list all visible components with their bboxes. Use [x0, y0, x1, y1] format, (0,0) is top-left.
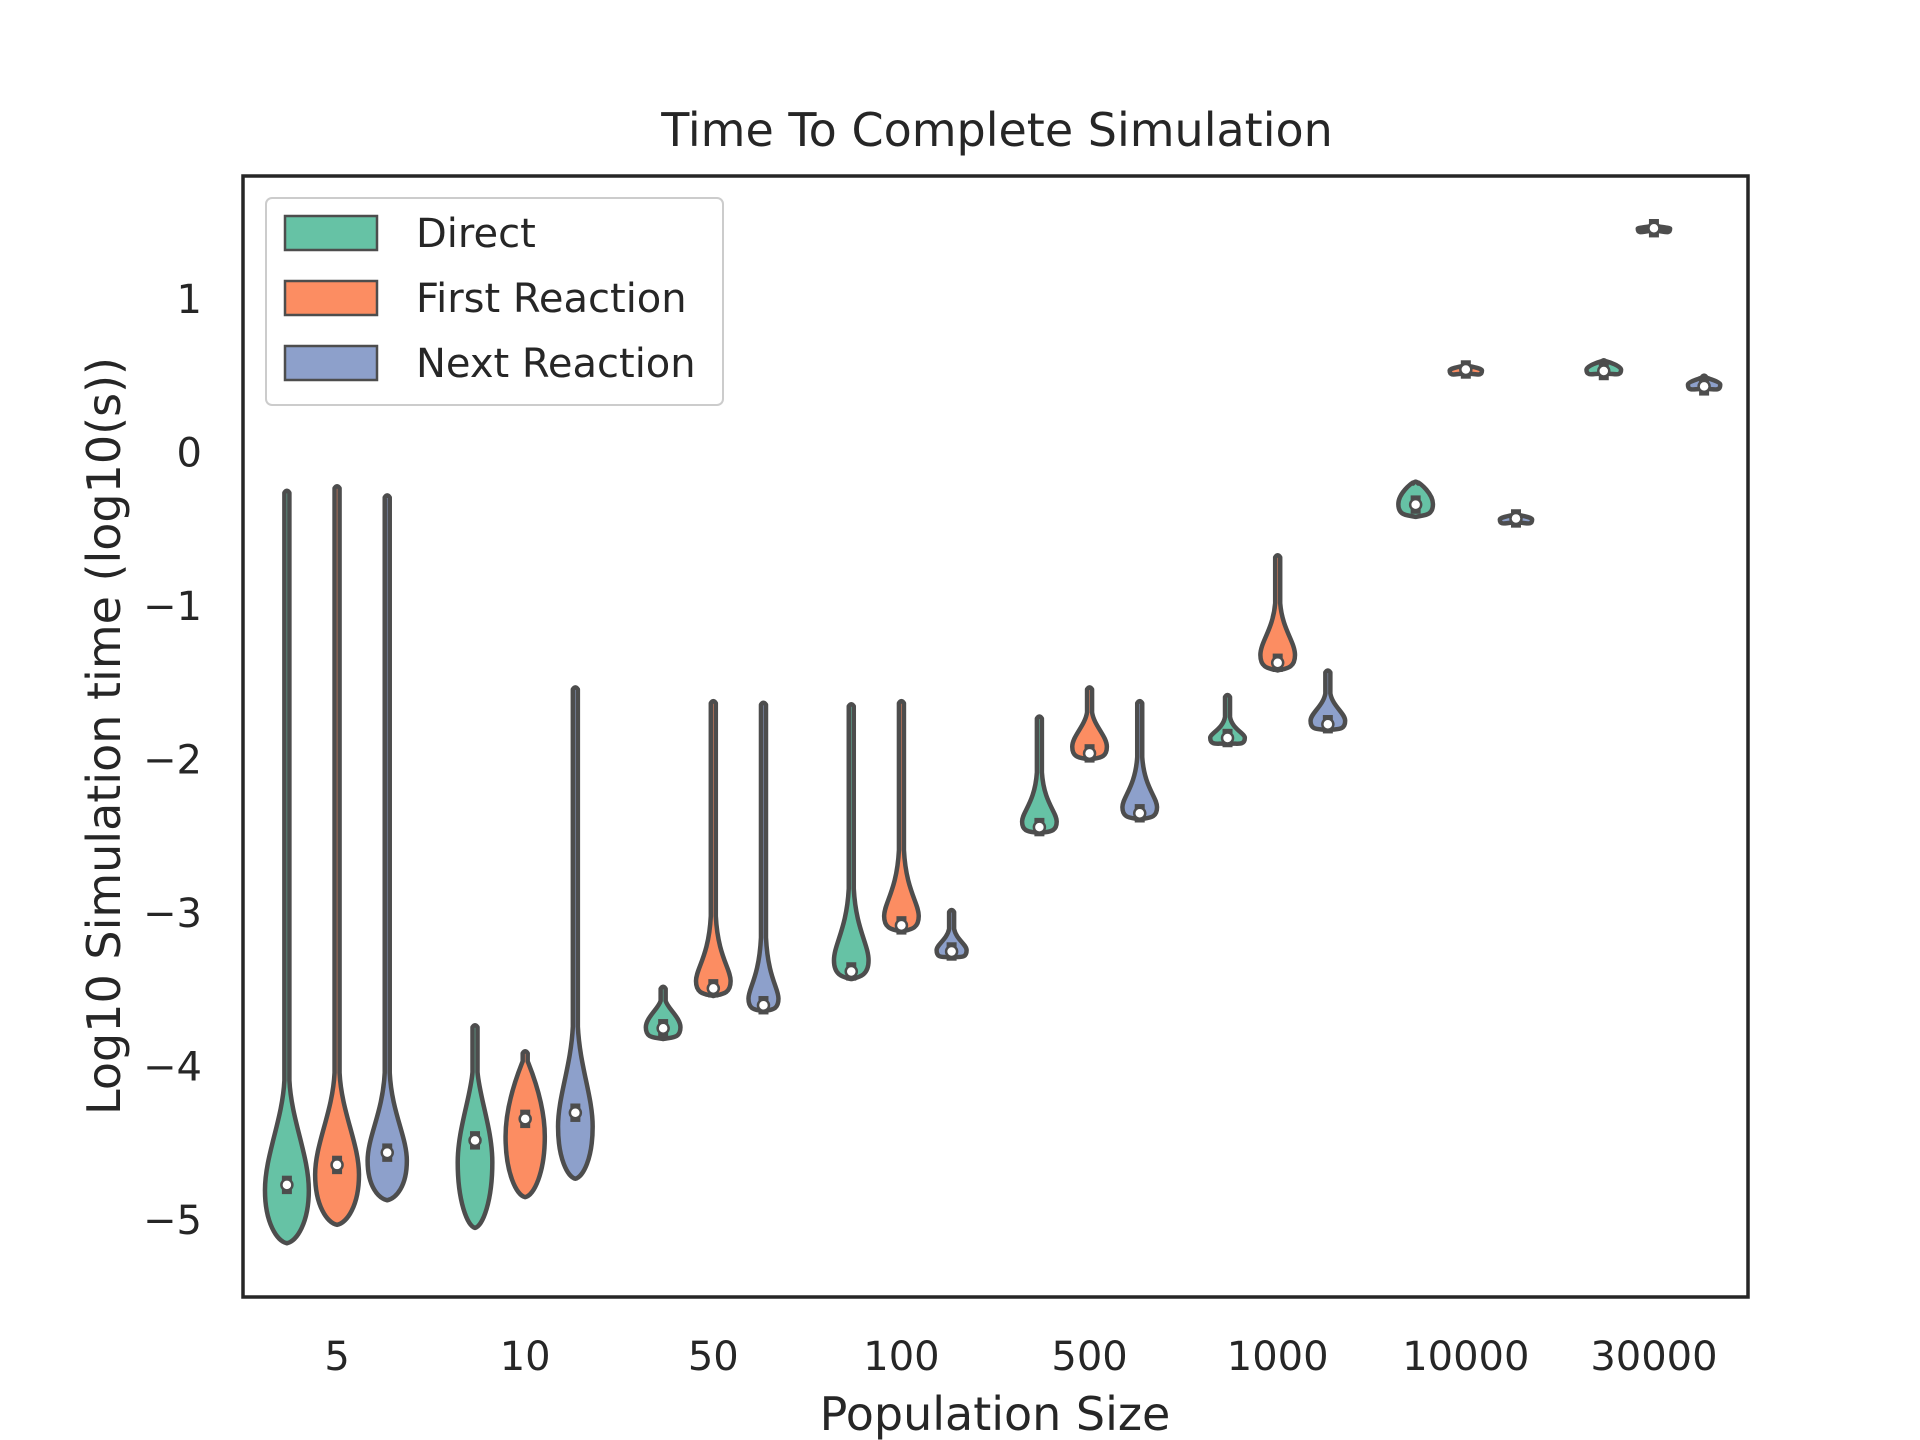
x-tick-label: 50	[688, 1334, 739, 1380]
violin-next-reaction-5	[365, 493, 410, 1203]
median-point	[1032, 820, 1047, 834]
legend-box	[265, 197, 724, 406]
median-point	[1132, 806, 1147, 821]
median-point	[1597, 364, 1611, 378]
y-tick-label: −5	[143, 1198, 202, 1244]
y-tick-label: −1	[143, 584, 202, 630]
violin-first-reaction-50	[693, 698, 733, 999]
violin-first-reaction-5	[312, 483, 362, 1228]
x-tick-label: 10	[500, 1334, 551, 1380]
y-tick-label: −4	[143, 1045, 202, 1091]
series-direct	[262, 358, 1624, 1246]
median-point	[330, 1158, 344, 1172]
legend-label: First Reaction	[416, 276, 687, 322]
median-point	[518, 1112, 532, 1126]
x-axis: 5 10 50 100 500 1000 10000 30000	[324, 1334, 1717, 1380]
plot-frame	[241, 174, 1750, 1299]
violin-first-reaction-100	[881, 698, 921, 934]
legend-label: Direct	[416, 211, 536, 257]
median-point	[1082, 746, 1097, 761]
median-point	[280, 1178, 294, 1192]
median-point	[894, 918, 909, 933]
legend-label: Next Reaction	[416, 341, 696, 387]
y-axis: −5 −4 −3 −2 −1 0 1	[143, 277, 202, 1244]
violin-direct-500	[1019, 714, 1059, 836]
x-tick-label: 500	[1051, 1334, 1127, 1380]
legend-swatch	[283, 344, 379, 382]
violin-next-reaction-1000	[1308, 668, 1348, 733]
violin-direct-10	[455, 1022, 495, 1231]
median-point	[756, 998, 771, 1012]
median-point	[380, 1145, 394, 1160]
x-tick-label: 5	[324, 1334, 349, 1380]
y-tick-label: −3	[143, 891, 202, 937]
legend: Direct First Reaction Next Reaction	[265, 197, 724, 406]
x-tick-label: 1000	[1227, 1334, 1329, 1380]
median-point	[1459, 362, 1473, 377]
y-tick-label: 1	[177, 277, 202, 323]
y-axis-label: Log10 Simulation time (log10(s))	[77, 357, 131, 1115]
median-point	[1509, 511, 1523, 526]
y-tick-label: 0	[177, 430, 202, 476]
violin-direct-100	[831, 702, 871, 982]
violin-next-reaction-500	[1120, 698, 1160, 822]
median-point	[1697, 379, 1711, 394]
violin-next-reaction-50	[746, 700, 781, 1014]
violin-next-reaction-100	[934, 907, 969, 960]
x-tick-label: 100	[863, 1334, 939, 1380]
median-point	[1647, 221, 1661, 235]
legend-swatch	[283, 214, 379, 252]
legend-swatch	[283, 279, 379, 317]
plot-area	[262, 218, 1723, 1246]
median-point	[1220, 731, 1235, 745]
median-point	[706, 981, 721, 996]
violin-first-reaction-500	[1070, 685, 1110, 762]
series-first-reaction	[312, 218, 1673, 1228]
y-tick-label: −2	[143, 738, 202, 784]
violin-first-reaction-1000	[1258, 553, 1298, 673]
violin-next-reaction-10	[555, 685, 595, 1182]
x-tick-label: 10000	[1402, 1334, 1529, 1380]
violin-direct-50	[643, 984, 683, 1042]
median-point	[656, 1021, 670, 1036]
chart-title: Time To Complete Simulation	[660, 103, 1333, 157]
x-axis-label: Population Size	[820, 1387, 1171, 1440]
median-point	[568, 1105, 583, 1120]
violin-direct-1000	[1207, 692, 1248, 747]
median-point	[1270, 656, 1285, 670]
median-point	[1408, 497, 1423, 512]
median-point	[944, 944, 959, 959]
median-point	[1321, 717, 1335, 731]
median-point	[468, 1133, 482, 1148]
violin-direct-5	[262, 488, 312, 1246]
x-tick-label: 30000	[1590, 1334, 1717, 1380]
series-next-reaction	[365, 373, 1723, 1203]
median-point	[844, 964, 859, 979]
